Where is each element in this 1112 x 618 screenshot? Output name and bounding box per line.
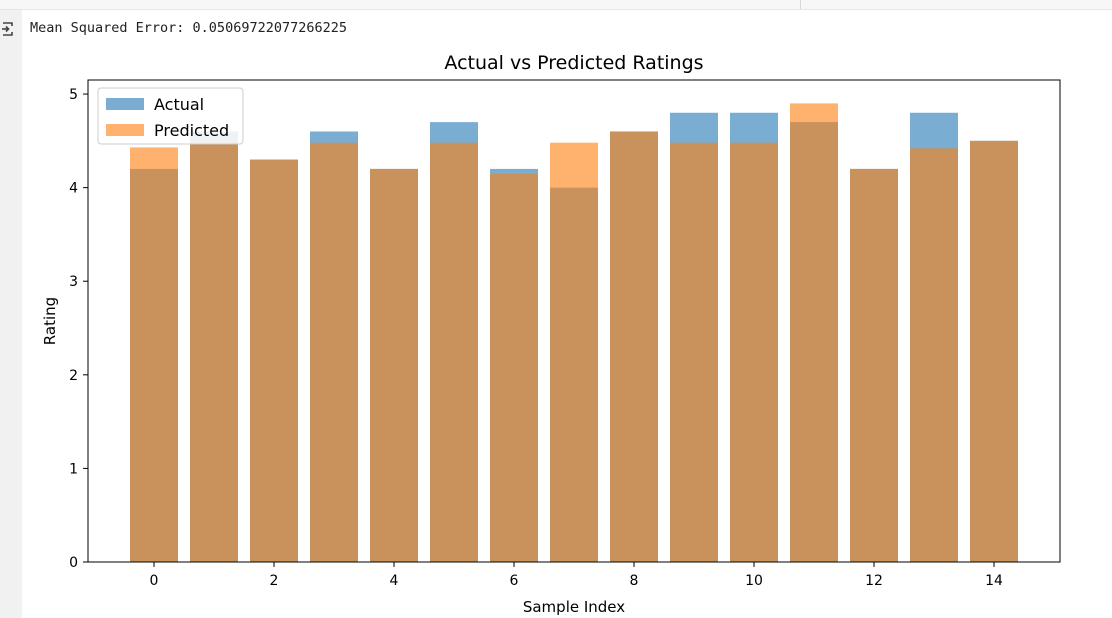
bar-predicted-7 (550, 142, 598, 562)
legend-label-predicted: Predicted (154, 121, 229, 140)
x-tick-label: 8 (630, 573, 639, 589)
plot-frame (87, 79, 1061, 563)
x-tick-label: 14 (985, 573, 1003, 589)
x-tick-label: 12 (865, 573, 883, 589)
x-tick-label: 2 (270, 573, 279, 589)
chart-legend: Actual Predicted (97, 87, 244, 145)
bar-predicted-3 (310, 142, 358, 562)
bar-predicted-8 (610, 131, 658, 562)
y-tick-label: 4 (69, 181, 78, 197)
bar-predicted-0 (130, 147, 178, 562)
bar-predicted-14 (970, 140, 1018, 562)
x-tick-label: 10 (745, 573, 763, 589)
toolbar-divider (800, 0, 801, 9)
bar-predicted-11 (790, 103, 838, 562)
mse-output-text: Mean Squared Error: 0.05069722077266225 (30, 20, 347, 36)
chart-title: Actual vs Predicted Ratings (444, 52, 703, 74)
bar-predicted-1 (190, 141, 238, 562)
bars-group (130, 103, 1018, 563)
bar-predicted-13 (910, 148, 958, 562)
y-tick-label: 1 (69, 461, 78, 477)
legend-swatch-predicted (106, 124, 144, 136)
x-tick-label: 4 (390, 573, 399, 589)
y-tick-label: 3 (69, 274, 78, 290)
x-axis-label: Sample Index (523, 598, 625, 616)
y-axis-label: Rating (41, 297, 59, 345)
bar-predicted-2 (250, 159, 298, 562)
bar-predicted-5 (430, 142, 478, 562)
output-redirect-icon[interactable] (0, 18, 16, 40)
legend-swatch-actual (106, 98, 144, 110)
bar-predicted-6 (490, 173, 538, 563)
bar-predicted-9 (670, 142, 718, 562)
x-tick-label: 6 (510, 573, 519, 589)
cell-output-gutter (0, 10, 22, 618)
bar-chart: Actual vs Predicted Ratings 0 2 4 6 8 10 12 140… (41, 52, 1061, 616)
y-tick-label: 5 (69, 87, 78, 103)
y-tick-label: 0 (69, 555, 78, 571)
bar-predicted-12 (850, 168, 898, 562)
bar-predicted-4 (370, 168, 418, 562)
cell-top-strip (0, 0, 1112, 10)
y-tick-label: 2 (69, 368, 78, 384)
x-tick-label: 0 (150, 573, 159, 589)
bar-predicted-10 (730, 142, 778, 562)
legend-label-actual: Actual (154, 95, 204, 114)
